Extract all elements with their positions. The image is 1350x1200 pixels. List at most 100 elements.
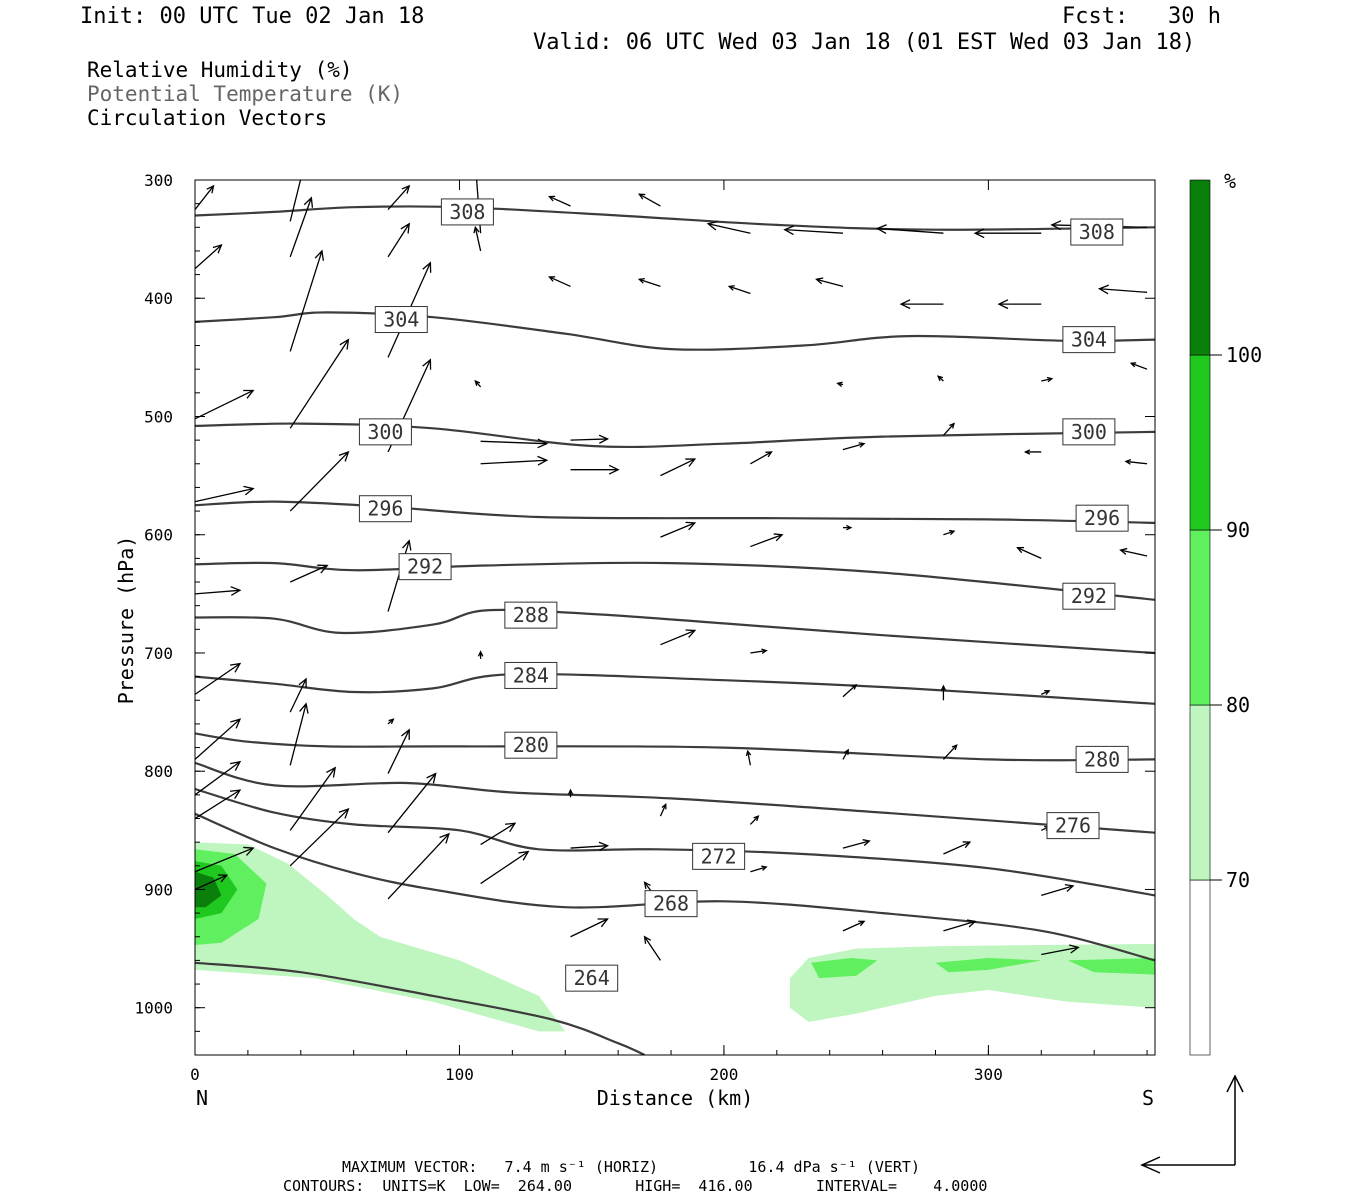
x-axis-label: Distance (km) <box>597 1086 754 1110</box>
theta-contour-276 <box>195 761 1155 834</box>
circulation-vector <box>195 389 255 420</box>
contour-label-300: 300 <box>1062 418 1116 446</box>
circulation-vector <box>997 299 1042 310</box>
rh-region-80-90 <box>811 958 878 979</box>
legend-rh: Relative Humidity (%) <box>87 58 353 82</box>
svg-text:268: 268 <box>653 892 689 916</box>
legend-vectors: Circulation Vectors <box>87 106 328 130</box>
circulation-vector <box>570 464 620 475</box>
circulation-vector <box>749 815 760 825</box>
circulation-vector <box>660 629 697 646</box>
svg-text:276: 276 <box>1055 814 1091 838</box>
circulation-vector <box>1016 546 1042 559</box>
svg-text:300: 300 <box>1071 420 1107 444</box>
circulation-vector <box>1041 883 1075 896</box>
circulation-vector <box>842 524 853 531</box>
x-tick-label: 0 <box>190 1065 200 1084</box>
circulation-vector <box>195 874 229 891</box>
circulation-vector <box>570 841 610 851</box>
contour-label-284: 284 <box>504 661 558 689</box>
circulation-vector <box>289 450 350 512</box>
colorbar-segment <box>1189 179 1211 356</box>
rh-region-80-90 <box>935 958 1042 973</box>
svg-text:272: 272 <box>701 844 737 868</box>
theta-contour-280 <box>195 732 1155 762</box>
contour-labels: 308 308 304 304 300 300 296 296 292 292 288 284 280 2… <box>358 198 1129 992</box>
circulation-vector <box>1041 376 1054 383</box>
circulation-vector <box>567 788 574 798</box>
contour-label-292: 292 <box>1062 582 1116 610</box>
circulation-vector <box>480 438 549 449</box>
legend-theta: Potential Temperature (K) <box>87 82 404 106</box>
svg-text:284: 284 <box>513 663 549 687</box>
contour-label-304: 304 <box>1062 326 1116 354</box>
circulation-vector <box>387 772 437 834</box>
circulation-vector <box>842 920 866 932</box>
circulation-vector <box>289 180 302 222</box>
forecast-hour-label: Fcst: 30 h <box>1062 4 1221 29</box>
circulation-vector <box>289 677 307 713</box>
theta-contour-284 <box>195 672 1155 705</box>
y-axis-label: Pressure (hPa) <box>114 536 138 705</box>
circulation-vector <box>943 841 972 855</box>
contour-label-308: 308 <box>1070 218 1124 246</box>
circulation-vector <box>942 422 956 436</box>
circulation-vector <box>943 919 977 932</box>
circulation-vector <box>1129 362 1148 370</box>
contour-label-304: 304 <box>374 306 428 334</box>
circulation-vector <box>477 650 484 659</box>
circulation-vector <box>1041 944 1080 956</box>
circulation-vector <box>842 442 866 451</box>
theta-contour-292 <box>195 561 1155 601</box>
colorbar-segment <box>1189 354 1211 531</box>
svg-text:296: 296 <box>367 497 403 521</box>
contour-label-292: 292 <box>398 553 452 581</box>
circulation-vector <box>480 822 517 846</box>
x-tick-label: 300 <box>974 1065 1003 1084</box>
colorbar: 70 80 90 100 <box>1189 179 1262 1056</box>
contour-label-280: 280 <box>1075 745 1129 773</box>
circulation-vectors <box>195 180 1148 961</box>
circulation-vector <box>815 277 844 288</box>
x-axis: 0 100 200 300 <box>190 180 1148 1084</box>
rh-region-70-80 <box>790 943 1155 1022</box>
theta-contour-304 <box>195 311 1155 351</box>
contour-label-296: 296 <box>1075 504 1129 532</box>
circulation-vector <box>387 718 395 725</box>
circulation-vector <box>943 529 956 536</box>
contour-label-276: 276 <box>1046 812 1100 840</box>
circulation-vector <box>1023 449 1042 455</box>
circulation-vector <box>750 533 784 548</box>
contour-label-272: 272 <box>692 842 746 870</box>
circulation-vector <box>750 451 773 465</box>
contour-label-268: 268 <box>644 890 698 918</box>
circulation-vector <box>195 789 242 820</box>
svg-text:308: 308 <box>1079 220 1115 244</box>
circulation-vector <box>937 375 944 382</box>
circulation-vector <box>548 195 571 207</box>
theta-contour-300 <box>195 422 1155 449</box>
circulation-vector <box>659 802 667 817</box>
circulation-vector <box>473 225 482 252</box>
circulation-vector <box>660 458 697 477</box>
circulation-vector <box>570 918 609 938</box>
colorbar-segment <box>1189 529 1211 706</box>
circulation-vector <box>842 748 849 760</box>
x-tick-label: 200 <box>709 1065 738 1084</box>
plot-frame <box>194 179 1156 1056</box>
circulation-vector <box>195 846 255 873</box>
circulation-vector <box>195 662 242 695</box>
circulation-vector <box>195 718 242 760</box>
circulation-vector <box>836 381 844 387</box>
contour-label-300: 300 <box>358 418 412 446</box>
circulation-vector <box>1041 690 1051 696</box>
svg-text:300: 300 <box>367 420 403 444</box>
svg-text:280: 280 <box>513 733 549 757</box>
circulation-vector <box>289 766 337 831</box>
circulation-vector <box>783 225 843 236</box>
colorbar-label: 90 <box>1226 518 1250 542</box>
circulation-vector <box>1124 459 1148 465</box>
x-tick-label: 100 <box>445 1065 474 1084</box>
circulation-vector <box>570 434 610 444</box>
